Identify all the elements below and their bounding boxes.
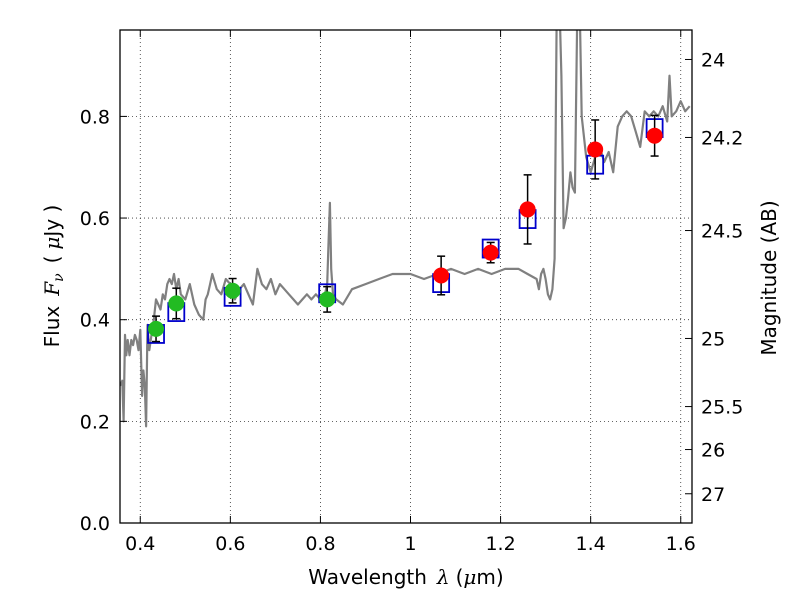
data-point [148,320,165,337]
x-tick-label: 1.6 [666,533,696,555]
y-tick-label: 0.6 [80,208,110,230]
x-tick-label: 1.4 [576,533,606,555]
x-tick-label: 0.4 [125,533,155,555]
y-axis-label: FluxFν(μJy ) [40,205,67,348]
x-axis-label: Wavelength λ (μm) [308,565,503,589]
magnitude-tick-label: 24.2 [701,127,743,149]
magnitude-tick-label: 27 [701,484,725,506]
data-point [319,291,336,308]
data-point [168,295,185,312]
y2-axis-label: Magnitude (AB) [757,200,781,355]
y-tick-label: 0.2 [80,411,110,433]
magnitude-tick-label: 25 [701,328,725,350]
x-tick-label: 1 [404,533,416,555]
y-tick-label: 0.0 [80,513,110,535]
x-tick-label: 0.8 [305,533,335,555]
data-point [646,127,663,144]
plot-frame [119,29,693,524]
x-tick-label: 0.6 [215,533,245,555]
data-point [587,141,604,158]
magnitude-tick-label: 25.5 [701,397,743,419]
data-point [519,201,536,218]
magnitude-tick-label: 24.5 [701,221,743,243]
data-point [482,244,499,261]
y-tick-label: 0.4 [80,310,110,332]
y-tick-label: 0.8 [80,106,110,128]
plot-area [120,30,691,428]
data-point [433,267,450,284]
x-tick-label: 1.2 [485,533,515,555]
magnitude-tick-label: 26 [701,440,725,462]
axis-ticks: 0.4 0.6 0.8 1 1.2 1.4 1.6 0.0 0.2 0.4 0.6 0.8 24 24.2… [80,30,743,555]
data-point [224,282,241,299]
magnitude-tick-label: 24 [701,49,725,71]
